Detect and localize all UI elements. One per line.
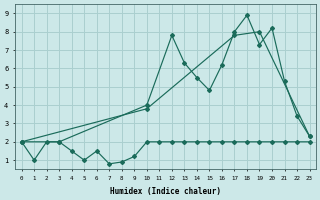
- X-axis label: Humidex (Indice chaleur): Humidex (Indice chaleur): [110, 187, 221, 196]
